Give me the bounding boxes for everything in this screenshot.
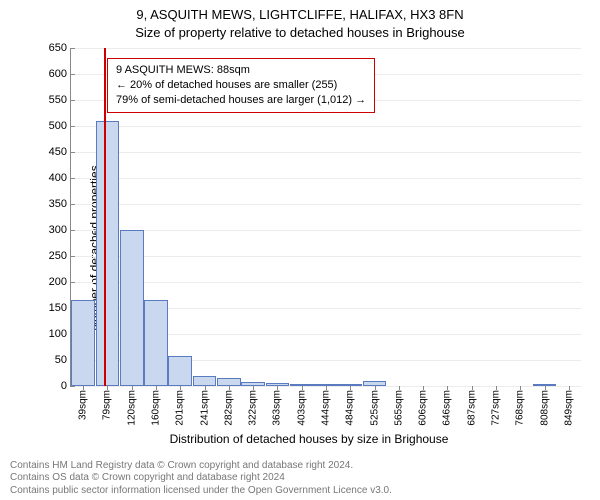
- y-tick-label: 500: [49, 120, 71, 132]
- x-tick-label: 120sqm: [126, 386, 137, 426]
- histogram-bar: [363, 381, 387, 386]
- x-tick-label: 727sqm: [491, 386, 502, 426]
- histogram-bar: [314, 384, 338, 386]
- histogram-bar: [96, 121, 120, 386]
- title-block: 9, ASQUITH MEWS, LIGHTCLIFFE, HALIFAX, H…: [0, 0, 600, 41]
- address-line: 9, ASQUITH MEWS, LIGHTCLIFFE, HALIFAX, H…: [0, 6, 600, 24]
- gridline: [71, 48, 581, 49]
- y-tick-label: 650: [49, 42, 71, 54]
- x-tick-label: 79sqm: [102, 386, 113, 420]
- y-tick-label: 200: [49, 276, 71, 288]
- x-tick-label: 282sqm: [223, 386, 234, 426]
- y-tick-label: 150: [49, 302, 71, 314]
- x-tick-label: 849sqm: [563, 386, 574, 426]
- footer-line3: Contains public sector information licen…: [10, 485, 590, 498]
- y-tick-label: 250: [49, 250, 71, 262]
- annotation-line2: ← 20% of detached houses are smaller (25…: [116, 78, 366, 93]
- x-tick-label: 363sqm: [272, 386, 283, 426]
- histogram-bar: [217, 378, 241, 386]
- x-axis-label: Distribution of detached houses by size …: [170, 432, 449, 446]
- subtitle-line: Size of property relative to detached ho…: [0, 24, 600, 42]
- x-tick-label: 525sqm: [369, 386, 380, 426]
- gridline: [71, 282, 581, 283]
- histogram-bar: [144, 300, 168, 386]
- histogram-bar: [71, 300, 95, 386]
- histogram-bar: [241, 382, 265, 386]
- chart-container: 9, ASQUITH MEWS, LIGHTCLIFFE, HALIFAX, H…: [0, 0, 600, 500]
- y-tick-label: 550: [49, 94, 71, 106]
- y-tick-label: 350: [49, 198, 71, 210]
- histogram-bar: [120, 230, 144, 386]
- y-tick-label: 600: [49, 68, 71, 80]
- y-tick-label: 0: [61, 380, 71, 392]
- y-tick-label: 100: [49, 328, 71, 340]
- x-tick-label: 39sqm: [78, 386, 89, 420]
- gridline: [71, 230, 581, 231]
- x-tick-label: 687sqm: [466, 386, 477, 426]
- histogram-bar: [290, 384, 314, 386]
- marker-line: [104, 48, 106, 386]
- annotation-box: 9 ASQUITH MEWS: 88sqm ← 20% of detached …: [107, 58, 375, 113]
- histogram-bar: [168, 356, 192, 386]
- x-tick-label: 201sqm: [175, 386, 186, 426]
- gridline: [71, 152, 581, 153]
- y-tick-label: 450: [49, 146, 71, 158]
- x-tick-label: 444sqm: [321, 386, 332, 426]
- footer-line2: Contains OS data © Crown copyright and d…: [10, 472, 590, 485]
- x-tick-label: 768sqm: [515, 386, 526, 426]
- chart-wrap: Number of detached properties 9 ASQUITH …: [28, 48, 590, 448]
- gridline: [71, 204, 581, 205]
- x-tick-label: 484sqm: [345, 386, 356, 426]
- histogram-bar: [193, 376, 217, 386]
- y-tick-label: 400: [49, 172, 71, 184]
- x-tick-label: 160sqm: [151, 386, 162, 426]
- footer: Contains HM Land Registry data © Crown c…: [10, 460, 590, 498]
- x-tick-label: 646sqm: [442, 386, 453, 426]
- histogram-bar: [338, 384, 362, 386]
- x-tick-label: 322sqm: [248, 386, 259, 426]
- footer-line1: Contains HM Land Registry data © Crown c…: [10, 460, 590, 473]
- y-tick-label: 50: [55, 354, 71, 366]
- gridline: [71, 126, 581, 127]
- x-tick-label: 241sqm: [199, 386, 210, 426]
- gridline: [71, 256, 581, 257]
- histogram-bar: [533, 384, 557, 386]
- histogram-bar: [266, 383, 290, 386]
- x-tick-label: 606sqm: [418, 386, 429, 426]
- x-tick-label: 808sqm: [539, 386, 550, 426]
- plot-area: 9 ASQUITH MEWS: 88sqm ← 20% of detached …: [70, 48, 581, 387]
- annotation-line1: 9 ASQUITH MEWS: 88sqm: [116, 63, 366, 78]
- x-tick-label: 403sqm: [296, 386, 307, 426]
- gridline: [71, 178, 581, 179]
- x-tick-label: 565sqm: [393, 386, 404, 426]
- y-tick-label: 300: [49, 224, 71, 236]
- annotation-line3: 79% of semi-detached houses are larger (…: [116, 93, 366, 108]
